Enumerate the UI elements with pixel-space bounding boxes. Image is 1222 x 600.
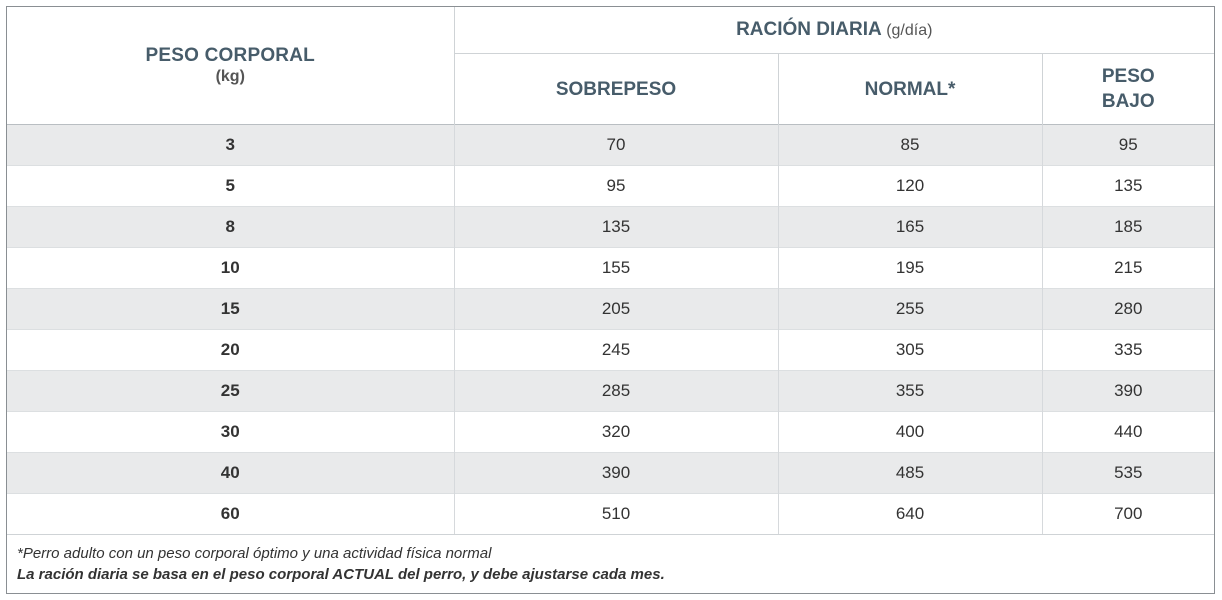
normal-cell: 120	[778, 165, 1043, 207]
weight-cell: 15	[7, 288, 455, 330]
normal-cell: 640	[778, 493, 1043, 534]
normal-cell: 85	[778, 124, 1043, 166]
table-row: 20 245 305 335	[7, 329, 1214, 371]
underweight-cell: 185	[1042, 206, 1214, 248]
overweight-cell: 95	[454, 165, 779, 207]
normal-cell: 165	[778, 206, 1043, 248]
overweight-cell: 70	[454, 124, 779, 166]
table-row: 30 320 400 440	[7, 411, 1214, 453]
underweight-cell: 280	[1042, 288, 1214, 330]
normal-cell: 305	[778, 329, 1043, 371]
overweight-cell: 135	[454, 206, 779, 248]
underweight-cell: 135	[1042, 165, 1214, 207]
underweight-header-line1: PESO	[1101, 66, 1155, 87]
underweight-cell: 535	[1042, 452, 1214, 494]
ration-header-unit: (g/día)	[886, 22, 933, 39]
underweight-cell: 215	[1042, 247, 1214, 289]
overweight-column-header: SOBREPESO	[454, 53, 779, 125]
underweight-column-header: PESO BAJO	[1042, 54, 1214, 125]
weight-cell: 8	[7, 206, 455, 248]
underweight-cell: 700	[1042, 493, 1214, 534]
overweight-cell: 390	[454, 452, 779, 494]
weight-cell: 30	[7, 411, 455, 453]
normal-column-header: NORMAL*	[778, 53, 1043, 125]
table-row: 25 285 355 390	[7, 370, 1214, 412]
ration-header-title: RACIÓN DIARIA	[736, 19, 882, 40]
overweight-cell: 205	[454, 288, 779, 330]
weight-column-header: PESO CORPORAL (kg)	[7, 7, 455, 125]
table-row: 10 155 195 215	[7, 247, 1214, 289]
weight-cell: 10	[7, 247, 455, 289]
normal-cell: 485	[778, 452, 1043, 494]
weight-header-unit: (kg)	[215, 68, 245, 85]
weight-cell: 20	[7, 329, 455, 371]
weight-cell: 40	[7, 452, 455, 494]
overweight-cell: 320	[454, 411, 779, 453]
ration-column-group-header: RACIÓN DIARIA (g/día)	[454, 7, 1214, 54]
underweight-header-line2: BAJO	[1101, 91, 1155, 112]
normal-cell: 400	[778, 411, 1043, 453]
notes-divider	[7, 534, 1214, 535]
underweight-cell: 335	[1042, 329, 1214, 371]
table-row: 8 135 165 185	[7, 206, 1214, 248]
weight-cell: 60	[7, 493, 455, 534]
overweight-cell: 510	[454, 493, 779, 534]
underweight-cell: 440	[1042, 411, 1214, 453]
weight-cell: 25	[7, 370, 455, 412]
footnote-text: *Perro adulto con un peso corporal óptim…	[17, 545, 492, 562]
table-notes: *Perro adulto con un peso corporal óptim…	[17, 545, 665, 583]
table-row: 3 70 85 95	[7, 124, 1214, 166]
underweight-cell: 390	[1042, 370, 1214, 412]
overweight-cell: 245	[454, 329, 779, 371]
normal-cell: 195	[778, 247, 1043, 289]
instruction-text: La ración diaria se basa en el peso corp…	[17, 566, 665, 583]
feeding-table-frame: PESO CORPORAL (kg) RACIÓN DIARIA (g/día)…	[6, 6, 1215, 594]
weight-header-title: PESO CORPORAL	[145, 45, 315, 66]
table-row: 15 205 255 280	[7, 288, 1214, 330]
overweight-cell: 285	[454, 370, 779, 412]
overweight-cell: 155	[454, 247, 779, 289]
table-row: 40 390 485 535	[7, 452, 1214, 494]
normal-cell: 355	[778, 370, 1043, 412]
weight-cell: 5	[7, 165, 455, 207]
table-row: 60 510 640 700	[7, 493, 1214, 534]
feeding-table: PESO CORPORAL (kg) RACIÓN DIARIA (g/día)…	[7, 7, 1214, 534]
normal-cell: 255	[778, 288, 1043, 330]
table-row: 5 95 120 135	[7, 165, 1214, 207]
underweight-cell: 95	[1042, 124, 1214, 166]
weight-cell: 3	[7, 124, 455, 166]
table-body: 3 70 85 95 5 95 120 135 8 135 165 185 10 155 195 215 15 2…	[7, 124, 1214, 534]
